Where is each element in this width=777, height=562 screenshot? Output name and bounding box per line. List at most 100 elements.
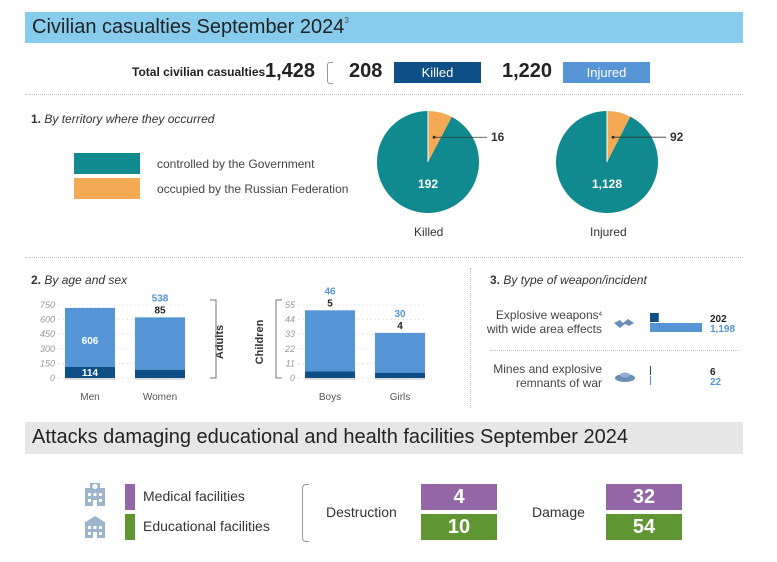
killed-total-value: 208 (349, 60, 383, 82)
adults-ytick-label: 150 (40, 358, 55, 368)
medical-label: Medical facilities (143, 488, 245, 504)
legend-label-government: controlled by the Government (157, 157, 315, 171)
adults-bracket (210, 299, 217, 379)
adults-bar-injured (135, 317, 185, 370)
pie-injured-label-occupied: 92 (670, 130, 684, 144)
facilities-banner: Attacks damaging educational and health … (25, 422, 743, 454)
children-data-label-killed: 4 (397, 321, 403, 332)
pie-injured-leader-dot (611, 135, 615, 139)
footnote-marker: 3 (344, 16, 349, 25)
total-brace (327, 62, 333, 84)
damage-educational-value: 54 (606, 514, 682, 540)
children-ytick-label: 0 (290, 373, 295, 383)
adults-data-label-killed: 114 (82, 368, 99, 379)
educational-swatch (125, 514, 135, 540)
children-category-label: Boys (319, 392, 341, 403)
pie-injured-label-government: 1,128 (592, 177, 622, 191)
divider-vertical (470, 268, 471, 408)
adults-category-label: Women (143, 392, 177, 403)
injured-total-value: 1,220 (502, 60, 553, 82)
children-bar-injured (305, 310, 355, 372)
children-ytick-label: 55 (285, 300, 296, 310)
territory-pies: 16 192 92 1,128 (377, 111, 684, 213)
pie-killed-label-occupied: 16 (491, 130, 505, 144)
destruction-medical-value: 4 (421, 484, 497, 510)
weapon-bar-killed (650, 313, 659, 322)
children-data-label-killed: 5 (327, 298, 333, 309)
weapon-label-explosive: Explosive weapons4 with wide area effect… (470, 308, 602, 336)
school-icon (84, 516, 106, 538)
section-3-number: 3. (490, 273, 501, 287)
adults-ytick-label: 600 (40, 315, 55, 325)
children-data-label-injured: 46 (324, 286, 336, 297)
adults-ytick-label: 450 (40, 329, 55, 339)
weapon-label-mines-line2: remnants of war (515, 376, 602, 390)
adults-ytick-label: 0 (50, 373, 55, 383)
pie-killed-caption: Killed (414, 225, 444, 239)
divider (25, 257, 743, 258)
weapon-data-label-injured: 22 (710, 377, 722, 388)
children-ytick-label: 11 (286, 358, 295, 368)
adults-category-label: Men (80, 392, 99, 403)
children-label: Children (254, 319, 266, 364)
children-category-label: Girls (390, 392, 411, 403)
children-bar-killed (305, 371, 355, 378)
explosive-icon (614, 319, 634, 328)
damage-label: Damage (532, 504, 585, 520)
damage-medical-value: 32 (606, 484, 682, 510)
casualties-title-text: Civilian casualties September 2024 (32, 16, 345, 38)
injured-badge: Injured (563, 62, 650, 83)
weapon-bar-injured (650, 376, 651, 385)
children-bar-injured (375, 332, 425, 373)
legend-label-occupied: occupied by the Russian Federation (157, 182, 349, 196)
adults-bar-injured (65, 307, 115, 367)
weapon-label-mines: Mines and explosive remnants of war (470, 362, 602, 390)
pie-killed-label-government: 192 (418, 177, 438, 191)
section-2-number: 2. (31, 273, 42, 287)
section-1-title: 1. By territory where they occurred (31, 112, 214, 126)
pie-killed-leader-dot (432, 135, 436, 139)
children-ytick-label: 22 (284, 344, 295, 354)
casualties-banner: Civilian casualties September 20243 (25, 12, 743, 43)
weapon-label-mines-line1: Mines and explosive (493, 362, 602, 376)
section-3-title: 3. By type of weapon/incident (490, 273, 647, 287)
legend-swatch-government (74, 153, 140, 174)
facilities-title: Attacks damaging educational and health … (32, 426, 628, 448)
destruction-educational-value: 10 (421, 514, 497, 540)
total-value: 1,428 (265, 60, 316, 82)
weapon-data-label-killed: 6 (710, 367, 716, 378)
weapon-bar-killed (650, 366, 651, 375)
adults-data-label-injured: 538 (152, 293, 169, 304)
adults-bar-killed (65, 366, 115, 378)
pie-killed-slice-occupied (428, 111, 452, 162)
weapon-bar-injured (650, 323, 702, 332)
hospital-icon (85, 483, 105, 506)
weapon-label-explosive-line2: with wide area effects (486, 322, 602, 336)
legend-swatch-occupied (74, 178, 140, 199)
adults-ytick-label: 750 (40, 300, 55, 310)
children-ytick-label: 33 (285, 329, 295, 339)
casualties-title: Civilian casualties September 20243 (32, 16, 349, 39)
children-bar-killed (375, 372, 425, 378)
weapon-label-explosive-line1: Explosive weapons (495, 308, 599, 322)
pie-injured-slice-occupied (607, 111, 631, 162)
section-1-number: 1. (31, 112, 42, 126)
section-1-text: By territory where they occurred (44, 112, 215, 126)
destruction-label: Destruction (326, 504, 397, 520)
pie-injured-caption: Injured (590, 225, 627, 239)
adults-bar-killed (135, 369, 185, 378)
section-2-title: 2. By age and sex (31, 273, 127, 287)
killed-badge: Killed (394, 62, 481, 83)
adults-data-label-killed: 85 (154, 305, 166, 316)
adults-ytick-label: 300 (40, 344, 55, 354)
medical-swatch (125, 484, 135, 510)
mine-icon (615, 372, 635, 382)
adults-data-label-injured: 606 (82, 336, 99, 347)
weapon-data-label-killed: 202 (710, 314, 727, 325)
divider (490, 350, 738, 351)
section-3-text: By type of weapon/incident (503, 273, 647, 287)
weapon-data-label-injured: 1,198 (710, 324, 735, 335)
divider (25, 94, 743, 95)
footnote-marker: 4 (598, 312, 602, 318)
